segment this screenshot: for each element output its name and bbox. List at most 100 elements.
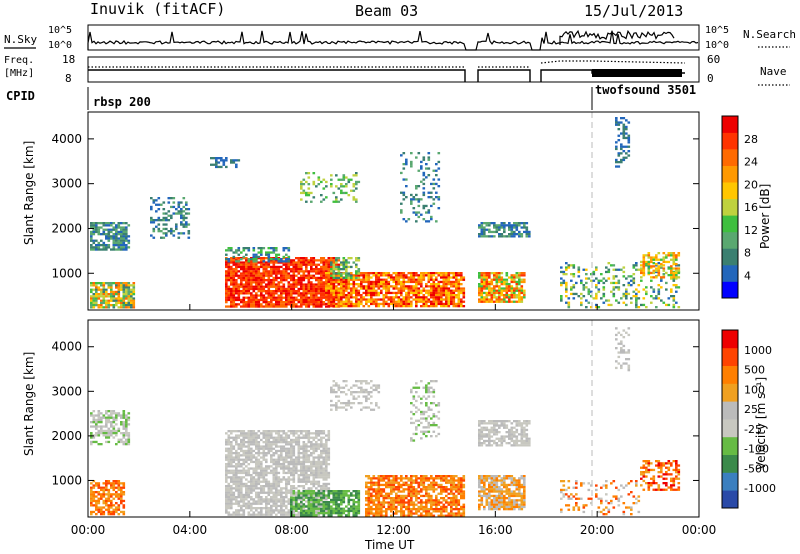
power-cell	[400, 191, 403, 194]
velocity-cell	[322, 512, 326, 515]
power-cell	[422, 302, 426, 306]
velocity-cell	[100, 510, 103, 514]
velocity-cell	[255, 460, 258, 464]
velocity-cell	[90, 491, 93, 494]
velocity-cell	[325, 485, 328, 488]
power-cell	[337, 291, 341, 295]
power-cell	[230, 281, 233, 284]
power-cell	[400, 154, 403, 157]
velocity-cell	[247, 430, 251, 433]
power-cell	[523, 272, 526, 275]
power-cell	[515, 296, 519, 299]
power-cell	[247, 268, 251, 271]
power-cell	[105, 235, 108, 238]
power-cell	[567, 306, 571, 309]
velocity-cell	[287, 443, 291, 446]
velocity-cell	[260, 467, 263, 470]
velocity-cell	[95, 491, 98, 494]
velocity-cell	[287, 502, 291, 505]
power-cell	[427, 278, 431, 281]
velocity-cell	[315, 492, 318, 495]
velocity-cell	[237, 482, 241, 486]
power-cell	[325, 180, 328, 184]
power-cell	[405, 274, 408, 277]
velocity-cell	[265, 436, 268, 439]
power-cell	[327, 270, 331, 273]
velocity-cell	[292, 485, 296, 488]
power-cell	[320, 292, 323, 295]
power-cell	[660, 265, 663, 268]
power-cell	[667, 267, 671, 270]
velocity-cell	[260, 511, 263, 514]
power-cell	[615, 147, 618, 151]
velocity-cell	[245, 460, 248, 464]
power-cell	[675, 254, 678, 257]
power-cell	[417, 211, 421, 214]
velocity-cell	[287, 476, 291, 479]
velocity-cell	[260, 463, 263, 466]
velocity-cell	[235, 458, 238, 461]
power-cell	[587, 290, 591, 293]
velocity-cell	[242, 430, 246, 433]
velocity-cell	[327, 436, 331, 439]
power-cell	[503, 296, 506, 299]
power-cell	[500, 298, 504, 301]
velocity-cell	[102, 506, 106, 509]
velocity-cell	[327, 482, 331, 486]
power-cell	[525, 228, 529, 231]
velocity-cell	[275, 443, 278, 446]
power-cell	[230, 265, 233, 269]
power-cell	[317, 178, 321, 181]
power-cell	[250, 263, 253, 266]
power-cell	[337, 178, 341, 181]
power-cell	[272, 259, 276, 262]
power-cell	[672, 267, 676, 270]
velocity-cell	[292, 511, 296, 514]
velocity-cell	[230, 498, 233, 501]
power-cell	[290, 279, 293, 282]
velocity-cell	[252, 500, 256, 503]
power-cell	[262, 296, 266, 299]
power-cell	[357, 305, 361, 308]
velocity-cell	[115, 482, 118, 485]
power-cell	[400, 300, 403, 303]
power-cell	[485, 300, 489, 303]
power-cell	[617, 268, 621, 271]
power-cell	[230, 276, 233, 280]
velocity-cell	[117, 480, 121, 483]
power-cell	[370, 294, 373, 297]
power-cell	[445, 285, 448, 288]
freq-label: Freq.	[4, 55, 34, 66]
power-cell	[242, 303, 246, 306]
velocity-cell	[300, 505, 303, 508]
velocity-cell	[260, 496, 263, 499]
power-cell	[372, 300, 376, 303]
velocity-cell	[102, 488, 106, 492]
velocity-cell	[107, 440, 111, 444]
velocity-cell	[90, 482, 93, 485]
power-cell	[295, 298, 298, 302]
power-cell	[225, 253, 228, 256]
power-cell	[435, 220, 438, 223]
power-cell	[247, 274, 251, 277]
power-cell	[285, 290, 288, 293]
velocity-cell	[247, 487, 251, 490]
velocity-cell	[282, 436, 286, 439]
power-cell	[295, 257, 298, 260]
power-cell	[430, 296, 433, 299]
velocity-cell	[245, 441, 248, 444]
power-cell	[165, 212, 168, 215]
power-cell	[315, 287, 318, 291]
velocity-cell	[325, 463, 328, 466]
power-cell	[227, 292, 231, 295]
velocity-cell	[247, 436, 251, 439]
velocity-cell	[257, 463, 261, 466]
velocity-cell	[267, 489, 271, 492]
velocity-cell	[275, 487, 278, 490]
power-cell	[345, 296, 348, 299]
power-cell	[505, 274, 509, 277]
power-cell	[235, 265, 238, 269]
power-cell	[432, 272, 436, 275]
power-cell	[447, 300, 451, 303]
power-cell	[667, 303, 671, 307]
